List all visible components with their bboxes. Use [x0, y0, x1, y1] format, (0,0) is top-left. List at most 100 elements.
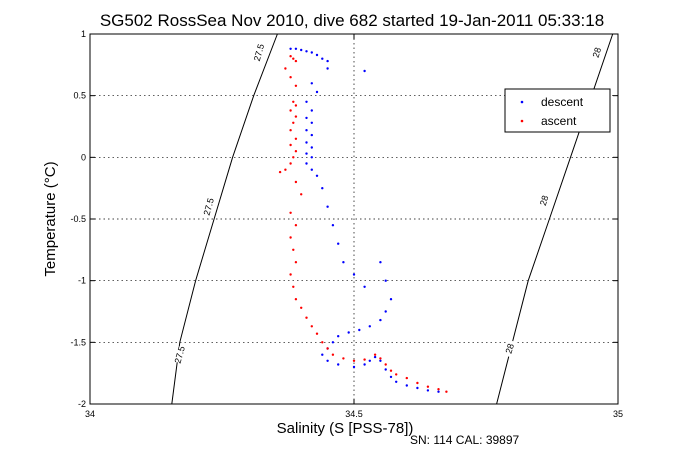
ascent-point: [294, 298, 298, 301]
contour-label-bg: [251, 43, 266, 62]
descent-point: [337, 363, 340, 366]
ascent-point: [379, 357, 382, 360]
descent-point: [347, 331, 350, 334]
descent-point: [363, 285, 366, 288]
ascent-point: [294, 59, 298, 63]
ascent-point: [289, 236, 292, 239]
descent-point: [310, 121, 313, 125]
y-axis-label: Temperature (°C): [42, 161, 59, 276]
ascent-point: [294, 137, 298, 140]
ascent-point: [389, 369, 393, 372]
descent-point: [358, 328, 361, 332]
legend: descent ascent: [504, 88, 611, 133]
descent-point: [389, 298, 393, 301]
contour-label: 28: [591, 46, 604, 59]
descent-point: [315, 90, 319, 94]
legend-ascent-marker: [520, 119, 524, 123]
contour-label-bg: [589, 43, 605, 62]
descent-point: [337, 335, 340, 338]
descent-point: [321, 353, 324, 356]
ascent-point: [278, 170, 282, 174]
ascent-point: [292, 156, 295, 159]
descent-point: [379, 318, 382, 322]
y-tick-label: -2: [78, 399, 86, 409]
ascent-point: [292, 285, 295, 288]
y-tick-label: -1: [78, 276, 86, 286]
descent-point: [426, 389, 430, 392]
ascent-point: [294, 180, 298, 184]
ascent-point: [373, 353, 377, 356]
ascent-point: [289, 109, 292, 112]
descent-point: [437, 390, 440, 393]
ascent-point: [426, 385, 430, 388]
ascent-point: [292, 248, 295, 251]
descent-point: [416, 386, 419, 390]
ascent-point: [294, 115, 298, 118]
legend-ascent-label: ascent: [541, 114, 577, 128]
descent-point: [331, 341, 335, 344]
contour-label-bg: [201, 197, 216, 216]
ascent-point: [326, 347, 329, 350]
legend-descent-label: descent: [541, 95, 584, 109]
descent-point: [384, 279, 387, 282]
legend-box: [504, 88, 611, 133]
descent-point: [405, 384, 408, 387]
descent-point: [289, 47, 292, 50]
descent-point: [315, 174, 319, 177]
legend-descent-marker: [520, 100, 524, 104]
grid: [90, 34, 618, 404]
y-tick-label: -1.5: [70, 337, 86, 347]
descent-point: [294, 47, 298, 50]
ascent-point: [310, 325, 313, 328]
ascent-point: [289, 273, 292, 276]
descent-point: [310, 168, 313, 171]
chart-title: SG502 RossSea Nov 2010, dive 682 started…: [100, 11, 604, 30]
contour-label: 27.5: [173, 345, 187, 365]
ascent-point: [363, 358, 366, 361]
ascent-point: [289, 76, 292, 79]
y-tick-label: 0.5: [73, 91, 86, 101]
descent-point: [310, 109, 313, 112]
ascent-point: [315, 332, 319, 335]
descent-point: [310, 82, 313, 85]
contour-lines: 27.5 27.5 27.5 28 28 28: [171, 33, 614, 405]
descent-point: [352, 273, 356, 276]
descent-point: [379, 359, 382, 362]
ascent-point: [289, 143, 292, 147]
descent-point: [331, 224, 335, 227]
contour-label: 27.5: [252, 43, 266, 63]
ascent-point: [384, 363, 387, 366]
ascent-point: [289, 211, 292, 214]
ascent-point: [294, 224, 298, 227]
ascent-point: [305, 316, 308, 319]
descent-point: [373, 355, 377, 359]
descent-point: [326, 59, 329, 63]
ascent-point: [289, 129, 292, 132]
descent-point: [379, 261, 382, 264]
ascent-point: [300, 193, 303, 196]
ascent-point: [331, 353, 335, 356]
descent-point: [315, 53, 319, 57]
ascent-point: [300, 306, 303, 309]
ascent-point: [294, 104, 298, 107]
y-tick-label: 1: [81, 29, 86, 39]
axis-ticks: 34 34.5 35 -2 -1.5 -1 -0.5 0 0.5 1: [70, 29, 623, 419]
descent-point: [326, 67, 329, 70]
ascent-point: [292, 121, 295, 125]
contour-label: 27.5: [202, 197, 216, 217]
descent-point: [305, 116, 308, 120]
descent-point: [368, 359, 371, 362]
ascent-point: [289, 162, 292, 165]
data-points: [278, 47, 448, 393]
descent-point: [310, 146, 313, 149]
calibration-footer: SN: 114 CAL: 39897: [410, 433, 520, 447]
ascent-point: [294, 261, 298, 264]
descent-point: [326, 359, 329, 362]
ascent-point: [437, 388, 440, 391]
descent-point: [384, 310, 387, 313]
contour-label: 28: [538, 194, 551, 207]
ascent-point: [445, 390, 448, 393]
descent-point: [305, 50, 308, 53]
